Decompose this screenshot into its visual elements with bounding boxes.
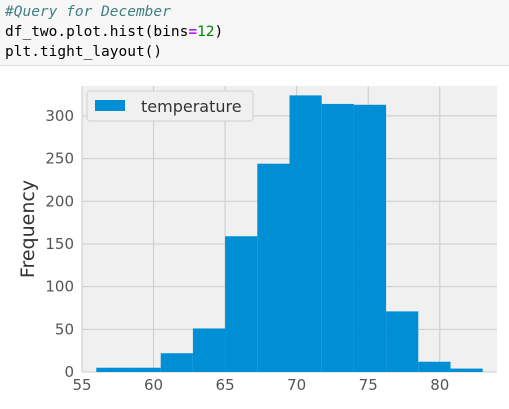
histogram-bar [354, 105, 386, 372]
code-comment: #Query for December [5, 4, 171, 20]
x-tick-label: 70 [287, 376, 306, 394]
histogram-chart: 55 60 65 70 75 80 0 50 100 150 200 250 300 Frequency… [0, 66, 509, 409]
code-number: 12 [197, 24, 214, 40]
legend-label-temperature: temperature [141, 97, 242, 116]
y-tick-label: 250 [45, 150, 74, 168]
histogram-bar [290, 95, 322, 372]
histogram-bar [96, 368, 128, 372]
histogram-bar [225, 236, 257, 372]
code-close-paren: ) [215, 24, 224, 40]
code-operator: = [188, 24, 197, 40]
histogram-bar [129, 368, 161, 372]
histogram-bar [257, 164, 289, 372]
y-tick-label: 200 [45, 192, 74, 210]
y-axis-label: Frequency [17, 180, 39, 278]
code-line-hist: df_two.plot.hist(bins=12) [5, 22, 509, 42]
legend-swatch [95, 100, 125, 111]
histogram-bar [418, 362, 450, 372]
x-tick-label: 75 [359, 376, 378, 394]
code-hist-call: df_two.plot.hist(bins [5, 24, 188, 40]
y-tick-label: 100 [45, 278, 74, 296]
histogram-bar [322, 104, 354, 372]
code-line-comment: #Query for December [5, 2, 509, 22]
output-area: 55 60 65 70 75 80 0 50 100 150 200 250 300 Frequency… [0, 66, 509, 409]
y-tick-label: 50 [55, 320, 74, 338]
y-tick-label: 0 [64, 363, 74, 381]
code-line-layout: plt.tight_layout() [5, 42, 509, 62]
histogram-bar [450, 369, 482, 372]
code-cell[interactable]: #Query for December df_two.plot.hist(bin… [0, 0, 509, 66]
x-tick-label: 65 [216, 376, 235, 394]
histogram-bar [386, 311, 418, 372]
x-tick-label: 80 [430, 376, 449, 394]
x-tick-label: 55 [72, 376, 91, 394]
histogram-bar [161, 353, 193, 372]
histogram-bar [193, 328, 225, 372]
x-tick-label: 60 [144, 376, 163, 394]
y-tick-label: 150 [45, 235, 74, 253]
y-tick-label: 300 [45, 107, 74, 125]
legend: temperature [87, 91, 253, 121]
